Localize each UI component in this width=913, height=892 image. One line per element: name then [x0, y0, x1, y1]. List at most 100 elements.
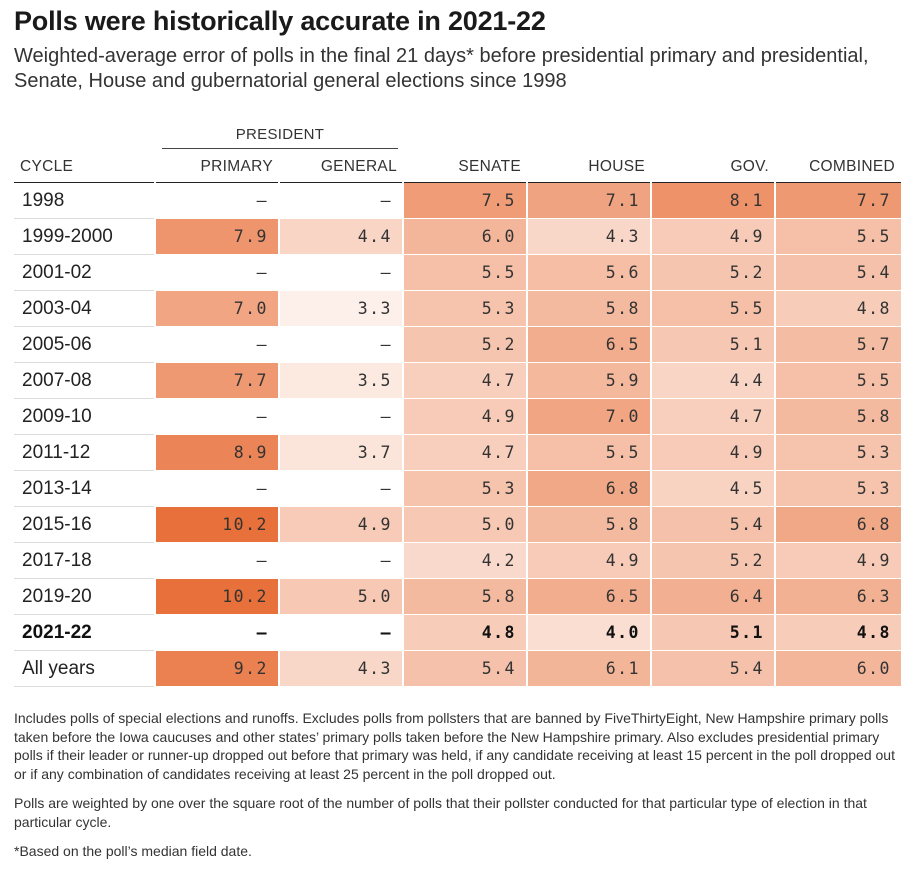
cell-combined: 5.3 [774, 434, 901, 471]
cell-general: 4.4 [278, 218, 403, 255]
chart-title: Polls were historically accurate in 2021… [14, 6, 546, 36]
cell-gov: 5.4 [650, 650, 775, 687]
cycle-label: 2001-02 [14, 254, 155, 291]
table-row: 2009-10– –4.9 7.0 4.7 5.8 [14, 398, 901, 435]
cell-general: – [278, 614, 403, 651]
cell-house: 6.5 [526, 578, 651, 615]
column-header-combined[interactable]: COMBINED [775, 152, 901, 183]
cell-primary: 7.0 [154, 290, 279, 327]
cycle-label: 2005-06 [14, 326, 155, 363]
table-row: 2015-16 10.2 4.9 5.0 5.8 5.4 6.8 [14, 506, 901, 543]
cell-primary: 7.7 [154, 362, 279, 399]
cell-senate: 5.3 [402, 470, 527, 507]
table-row: 2001-02– –5.5 5.6 5.2 5.4 [14, 254, 901, 291]
cell-senate: 5.4 [402, 650, 527, 687]
poll-error-table: CYCLE PRIMARY GENERAL SENATE HOUSE GOV. … [14, 152, 901, 687]
cell-general: – [278, 542, 403, 579]
cycle-label: 2007-08 [14, 362, 155, 399]
footnotes: Includes polls of special elections and … [14, 709, 899, 872]
cell-senate: 7.5 [402, 182, 527, 219]
cell-senate: 5.0 [402, 506, 527, 543]
cell-general: – [278, 398, 403, 435]
cell-senate: 5.8 [402, 578, 527, 615]
cell-primary: – [154, 398, 279, 435]
cell-primary: – [154, 542, 279, 579]
cell-senate: 4.7 [402, 434, 527, 471]
table-body: 1998– –7.5 7.1 8.1 7.7 1999-2000 7.9 4.4 6.0 4.3 4… [14, 182, 901, 687]
cell-gov: 5.4 [650, 506, 775, 543]
cell-general: – [278, 326, 403, 363]
cell-gov: 6.4 [650, 578, 775, 615]
column-header-cycle[interactable]: CYCLE [14, 152, 155, 183]
table-row: 2011-12 8.9 3.7 4.7 5.5 4.9 5.3 [14, 434, 901, 471]
cell-house: 5.9 [526, 362, 651, 399]
column-header-gov[interactable]: GOV. [651, 152, 775, 183]
cell-combined: 4.9 [774, 542, 901, 579]
cycle-label: 2017-18 [14, 542, 155, 579]
table-row: 2007-08 7.7 3.5 4.7 5.9 4.4 5.5 [14, 362, 901, 399]
cell-general: 4.9 [278, 506, 403, 543]
cell-gov: 4.5 [650, 470, 775, 507]
cell-combined: 6.3 [774, 578, 901, 615]
cell-general: – [278, 470, 403, 507]
cell-general: 3.5 [278, 362, 403, 399]
cell-house: 6.5 [526, 326, 651, 363]
cell-primary: – [154, 470, 279, 507]
cell-house: 6.1 [526, 650, 651, 687]
table-row: 1999-2000 7.9 4.4 6.0 4.3 4.9 5.5 [14, 218, 901, 255]
cell-primary: – [154, 614, 279, 651]
cell-house: 4.9 [526, 542, 651, 579]
table-row: 2013-14– –5.3 6.8 4.5 5.3 [14, 470, 901, 507]
cell-senate: 4.2 [402, 542, 527, 579]
cell-house: 4.0 [526, 614, 651, 651]
cell-gov: 5.2 [650, 542, 775, 579]
cell-combined: 5.3 [774, 470, 901, 507]
cell-combined: 7.7 [774, 182, 901, 219]
cell-general: 5.0 [278, 578, 403, 615]
cell-general: – [278, 182, 403, 219]
cycle-label: 2009-10 [14, 398, 155, 435]
cell-gov: 4.4 [650, 362, 775, 399]
cell-combined: 4.8 [774, 290, 901, 327]
cell-gov: 5.5 [650, 290, 775, 327]
cell-combined: 5.5 [774, 362, 901, 399]
footnote-field-date: *Based on the poll’s median field date. [14, 843, 252, 859]
table-row: All years 9.2 4.3 5.4 6.1 5.4 6.0 [14, 650, 901, 687]
column-header-primary[interactable]: PRIMARY [155, 152, 279, 183]
cycle-label: 2019-20 [14, 578, 155, 615]
cell-primary: – [154, 254, 279, 291]
cell-house: 7.1 [526, 182, 651, 219]
cell-combined: 5.4 [774, 254, 901, 291]
cell-gov: 5.1 [650, 326, 775, 363]
table-header-row: CYCLE PRIMARY GENERAL SENATE HOUSE GOV. … [14, 152, 901, 183]
cell-gov: 4.9 [650, 434, 775, 471]
cell-senate: 4.8 [402, 614, 527, 651]
cycle-label: 1999-2000 [14, 218, 155, 255]
cell-senate: 5.2 [402, 326, 527, 363]
cell-house: 5.5 [526, 434, 651, 471]
column-header-general[interactable]: GENERAL [279, 152, 403, 183]
cell-gov: 8.1 [650, 182, 775, 219]
cell-senate: 5.5 [402, 254, 527, 291]
cell-senate: 5.3 [402, 290, 527, 327]
footnote-weighting: Polls are weighted by one over the squar… [14, 795, 867, 830]
cell-primary: 8.9 [154, 434, 279, 471]
president-group-rule [162, 148, 398, 149]
president-group-header: PRESIDENT [235, 126, 325, 143]
column-header-senate[interactable]: SENATE [403, 152, 527, 183]
cell-combined: 4.8 [774, 614, 901, 651]
cell-combined: 5.7 [774, 326, 901, 363]
cell-combined: 6.8 [774, 506, 901, 543]
cell-gov: 5.2 [650, 254, 775, 291]
cycle-label: 2015-16 [14, 506, 155, 543]
cell-primary: 10.2 [154, 578, 279, 615]
table-row: 2005-06– –5.2 6.5 5.1 5.7 [14, 326, 901, 363]
cell-senate: 4.9 [402, 398, 527, 435]
cell-gov: 4.9 [650, 218, 775, 255]
cell-primary: – [154, 182, 279, 219]
column-header-house[interactable]: HOUSE [527, 152, 651, 183]
cell-senate: 6.0 [402, 218, 527, 255]
table-row: 2021-22– –4.8 4.0 5.1 4.8 [14, 614, 901, 651]
cell-combined: 5.8 [774, 398, 901, 435]
cycle-label: 1998 [14, 182, 155, 219]
